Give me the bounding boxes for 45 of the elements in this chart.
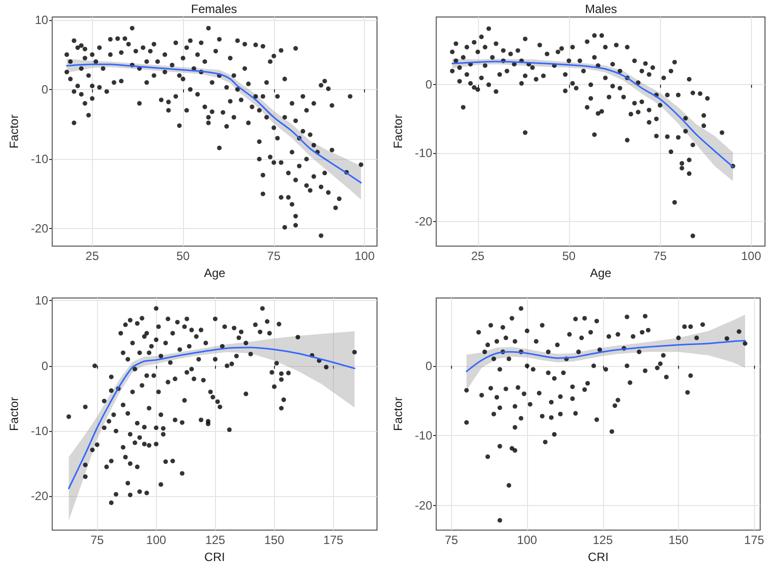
x-tick-label: 75 (90, 533, 104, 548)
y-tick-label: -10 (30, 424, 49, 438)
y-tick-label: 10 (34, 294, 49, 308)
y-tick-label: -20 (30, 489, 49, 504)
x-tick-label: 75 (653, 249, 668, 264)
x-tick-label: 125 (205, 533, 226, 548)
x-tick-label: 175 (323, 533, 344, 548)
line-series (66, 64, 362, 184)
x-tick-label: 100 (741, 249, 762, 264)
y-tick-label: 0 (42, 82, 49, 96)
line-series (68, 346, 356, 490)
x-tick-label: 50 (176, 249, 190, 264)
x-axis-title: Age (204, 266, 226, 280)
y-axis-title: Factor (391, 114, 405, 149)
x-tick-label: 100 (517, 533, 538, 548)
x-tick-label: 25 (86, 249, 100, 264)
x-tick-label: 25 (471, 249, 485, 264)
x-axis-title: Age (590, 266, 612, 280)
x-tick-label: 75 (267, 249, 281, 264)
y-tick-label: 0 (42, 358, 49, 373)
x-tick-label: 100 (354, 249, 375, 264)
y-tick-label: -10 (30, 152, 49, 166)
y-axis-title: Factor (7, 114, 21, 149)
x-tick-label: 175 (744, 533, 764, 548)
y-tick-label: -20 (414, 498, 433, 513)
y-axis-title: Factor (391, 397, 405, 432)
x-axis-title: CRI (588, 550, 609, 564)
y-tick-label: -20 (30, 222, 49, 236)
y-tick-label: 10 (34, 12, 49, 27)
y-tick-label: 0 (426, 78, 433, 92)
y-tick-label: -10 (414, 146, 433, 160)
x-tick-label: 75 (444, 533, 458, 548)
x-tick-label: 125 (592, 533, 614, 548)
chart-title: Females (190, 2, 238, 16)
x-tick-label: 100 (146, 533, 166, 548)
x-tick-label: 150 (264, 533, 285, 548)
y-axis-title: Factor (7, 397, 21, 432)
y-tick-label: -10 (414, 428, 433, 443)
y-tick-label: -20 (414, 214, 433, 228)
y-tick-label: 0 (426, 358, 433, 373)
line-series (466, 340, 746, 372)
chart-title: Males (584, 2, 618, 16)
x-tick-label: 150 (668, 533, 689, 548)
x-axis-title: CRI (204, 550, 225, 564)
x-tick-label: 50 (562, 249, 576, 264)
